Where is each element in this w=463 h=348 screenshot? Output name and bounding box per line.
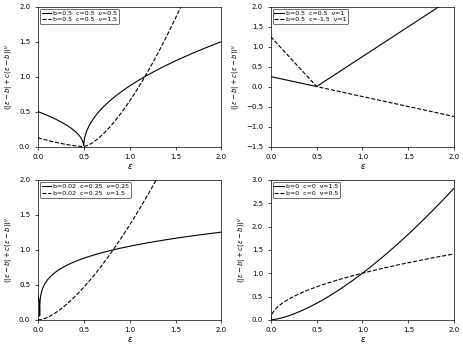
- b=0  c=0  ν=1.5: [338, 286, 343, 291]
- b=0.5  c=0.5  ν=1: [427, 10, 433, 14]
- b=0.5  c=-1.5  ν=1: [288, 57, 294, 62]
- Legend: b=0.02  c=0.25  ν=0.25, b=0.02  c=0.25  ν=1.5: b=0.02 c=0.25 ν=0.25, b=0.02 c=0.25 ν=1.…: [40, 182, 131, 198]
- b=0.5  c=0.5  ν=1: [345, 63, 351, 68]
- b=0  c=0  ν=1.5: [299, 308, 305, 313]
- b=0.02  c=0.25  ν=1.5: [113, 243, 119, 247]
- Line: b=0  c=0  ν=0.5: b=0 c=0 ν=0.5: [270, 254, 453, 320]
- b=0  c=0  ν=0.5: [450, 252, 456, 256]
- b=0.5  c=0.5  ν=1.5: [67, 143, 72, 147]
- b=0  c=0  ν=0.5: [288, 295, 294, 300]
- b=0.5  c=0.5  ν=0.5: [35, 110, 41, 114]
- Y-axis label: $(|\varepsilon-b|+c(\varepsilon-b))^\nu$: $(|\varepsilon-b|+c(\varepsilon-b))^\nu$: [231, 44, 243, 110]
- b=0  c=0  ν=1.5: [288, 313, 294, 317]
- b=0.5  c=0.5  ν=1.5: [81, 144, 86, 149]
- Line: b=0.02  c=0.25  ν=1.5: b=0.02 c=0.25 ν=1.5: [38, 48, 221, 320]
- b=0.5  c=-1.5  ν=1: [345, 92, 351, 96]
- b=0.02  c=0.25  ν=1.5: [37, 318, 42, 322]
- X-axis label: ε: ε: [359, 161, 364, 171]
- b=0.5  c=0.5  ν=1: [338, 69, 343, 73]
- Legend: b=0.5  c=0.5  ν=0.5, b=0.5  c=0.5  ν=1.5: b=0.5 c=0.5 ν=0.5, b=0.5 c=0.5 ν=1.5: [40, 9, 119, 24]
- Line: b=0.5  c=0.5  ν=1: b=0.5 c=0.5 ν=1: [270, 0, 453, 87]
- b=0.5  c=0.5  ν=0.5: [81, 143, 86, 148]
- b=0.5  c=-1.5  ν=1: [447, 114, 452, 118]
- b=0.02  c=0.25  ν=1.5: [218, 46, 224, 50]
- b=0.02  c=0.25  ν=0.25: [215, 230, 220, 235]
- b=0.02  c=0.25  ν=1.5: [56, 308, 62, 313]
- b=0.5  c=0.5  ν=0.5: [105, 100, 111, 104]
- Line: b=0  c=0  ν=1.5: b=0 c=0 ν=1.5: [270, 188, 453, 320]
- b=0.02  c=0.25  ν=1.5: [67, 299, 72, 303]
- b=0.02  c=0.25  ν=1.5: [35, 318, 41, 322]
- b=0.5  c=0.5  ν=1.5: [56, 141, 62, 145]
- b=0  c=0  ν=1.5: [427, 210, 433, 214]
- b=0.5  c=-1.5  ν=1: [427, 109, 433, 113]
- b=0.02  c=0.25  ν=1.5: [105, 254, 111, 259]
- b=0.5  c=0.5  ν=1: [267, 74, 273, 79]
- Legend: b=0  c=0  ν=1.5, b=0  c=0  ν=0.5: b=0 c=0 ν=1.5, b=0 c=0 ν=0.5: [272, 182, 339, 198]
- b=0  c=0  ν=0.5: [267, 318, 273, 322]
- b=0.5  c=0.5  ν=1: [447, 0, 452, 1]
- Y-axis label: $(|\varepsilon-b|+c(\varepsilon-b))^\nu$: $(|\varepsilon-b|+c(\varepsilon-b))^\nu$: [4, 217, 16, 283]
- b=0  c=0  ν=1.5: [450, 186, 456, 190]
- b=0.5  c=0.5  ν=0.5: [195, 49, 200, 53]
- b=0  c=0  ν=0.5: [299, 290, 305, 294]
- b=0.02  c=0.25  ν=0.25: [56, 268, 62, 272]
- b=0.02  c=0.25  ν=0.25: [195, 233, 200, 237]
- Line: b=0.5  c=-1.5  ν=1: b=0.5 c=-1.5 ν=1: [270, 37, 453, 117]
- b=0.5  c=0.5  ν=1.5: [105, 127, 111, 131]
- b=0.5  c=0.5  ν=0.5: [56, 119, 62, 123]
- Line: b=0.5  c=0.5  ν=1.5: b=0.5 c=0.5 ν=1.5: [38, 0, 221, 147]
- b=0.02  c=0.25  ν=0.25: [113, 247, 119, 251]
- b=0.5  c=0.5  ν=0.5: [67, 125, 72, 129]
- b=0.5  c=0.5  ν=1: [288, 79, 294, 83]
- X-axis label: ε: ε: [127, 335, 131, 344]
- b=0.5  c=0.5  ν=1: [299, 81, 305, 86]
- b=0.5  c=-1.5  ν=1: [338, 90, 343, 94]
- b=0  c=0  ν=0.5: [447, 252, 452, 256]
- b=0.02  c=0.25  ν=1.5: [215, 54, 220, 58]
- b=0  c=0  ν=1.5: [447, 190, 452, 194]
- Line: b=0.5  c=0.5  ν=0.5: b=0.5 c=0.5 ν=0.5: [38, 42, 221, 145]
- b=0  c=0  ν=1.5: [267, 318, 273, 322]
- b=0.02  c=0.25  ν=1.5: [195, 96, 200, 100]
- Line: b=0.02  c=0.25  ν=0.25: b=0.02 c=0.25 ν=0.25: [38, 232, 221, 316]
- b=0.5  c=0.5  ν=0.5: [218, 40, 224, 44]
- Y-axis label: $(|\varepsilon-b|+c(\varepsilon-b))^\nu$: $(|\varepsilon-b|+c(\varepsilon-b))^\nu$: [4, 44, 16, 110]
- b=0  c=0  ν=0.5: [427, 256, 433, 260]
- b=0.02  c=0.25  ν=0.25: [37, 314, 42, 318]
- b=0.02  c=0.25  ν=0.25: [35, 293, 41, 298]
- b=0.5  c=0.5  ν=1.5: [35, 136, 41, 140]
- b=0.5  c=-1.5  ν=1: [299, 69, 305, 73]
- Legend: b=0.5  c=0.5  ν=1, b=0.5  c=-1.5  ν=1: b=0.5 c=0.5 ν=1, b=0.5 c=-1.5 ν=1: [272, 9, 347, 24]
- Y-axis label: $(|\varepsilon-b|+c(\varepsilon-b))^\nu$: $(|\varepsilon-b|+c(\varepsilon-b))^\nu$: [237, 217, 249, 283]
- b=0.02  c=0.25  ν=0.25: [218, 230, 224, 234]
- b=0.5  c=0.5  ν=0.5: [215, 41, 220, 45]
- b=0.02  c=0.25  ν=0.25: [105, 249, 111, 253]
- b=0.02  c=0.25  ν=0.25: [67, 262, 72, 266]
- b=0.5  c=0.5  ν=1.5: [113, 117, 119, 121]
- b=0  c=0  ν=0.5: [338, 277, 343, 281]
- b=0.5  c=0.5  ν=1: [313, 85, 319, 89]
- b=0.5  c=-1.5  ν=1: [267, 34, 273, 39]
- b=0  c=0  ν=1.5: [345, 281, 351, 285]
- X-axis label: ε: ε: [359, 335, 364, 344]
- b=0.5  c=0.5  ν=0.5: [113, 94, 119, 98]
- b=0  c=0  ν=0.5: [345, 275, 351, 279]
- X-axis label: ε: ε: [127, 161, 131, 171]
- b=0.5  c=-1.5  ν=1: [450, 114, 456, 119]
